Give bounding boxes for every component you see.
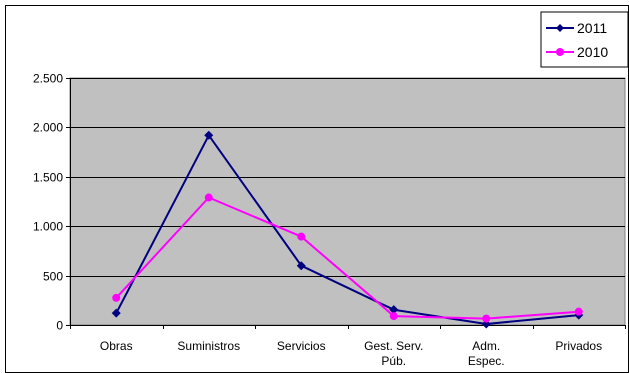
x-tick-label: Adm. Espec. xyxy=(468,339,505,368)
plot-area xyxy=(69,77,626,326)
x-tick-label-line: Adm. xyxy=(472,339,500,353)
data-point-2011 xyxy=(296,261,306,271)
y-tick-label: 2.500 xyxy=(33,72,63,86)
x-tick-label: Gest. Serv. Púb. xyxy=(364,339,423,368)
x-tick-label-line: Suministros xyxy=(177,339,240,353)
legend-marker-2011 xyxy=(556,24,564,32)
series xyxy=(111,130,584,329)
y-tick-label: 1.000 xyxy=(33,220,63,234)
axes xyxy=(66,78,626,329)
legend-label-2011: 2011 xyxy=(577,20,607,36)
y-tick-label: 500 xyxy=(43,270,63,284)
y-tick-label: 2.000 xyxy=(33,121,63,135)
x-tick-label: Servicios xyxy=(277,339,326,353)
data-point-2010 xyxy=(574,307,583,316)
y-tick-label: 1.500 xyxy=(33,171,63,185)
y-tick-label: 0 xyxy=(56,319,63,333)
x-tick-label: Suministros xyxy=(177,339,240,353)
y-axis-tick-labels: 0 500 1.000 1.500 2.000 2.500 xyxy=(33,72,63,333)
series-line-2011 xyxy=(115,134,579,325)
legend-box xyxy=(540,11,629,68)
data-point-2011 xyxy=(204,130,214,140)
legend-label-2010: 2010 xyxy=(577,44,608,60)
data-point-2010 xyxy=(389,312,398,321)
data-point-2010 xyxy=(297,232,306,241)
x-tick-label-line: Espec. xyxy=(468,354,505,368)
x-axis-tick-labels: Obras Suministros Servicios Gest. Serv. Púb.… xyxy=(100,339,602,368)
data-point-2010 xyxy=(204,193,213,202)
x-tick-label: Obras xyxy=(100,339,133,353)
data-point-2011 xyxy=(389,305,399,315)
x-tick-label-line: Privados xyxy=(555,339,602,353)
legend-marker-2010 xyxy=(556,48,564,56)
x-tick-label-line: Obras xyxy=(100,339,133,353)
gridlines xyxy=(70,78,625,277)
x-tick-label-line: Gest. Serv. xyxy=(364,339,423,353)
x-tick-label-line: Servicios xyxy=(277,339,326,353)
x-tick-label-line: Púb. xyxy=(381,354,406,368)
data-point-2010 xyxy=(112,293,121,302)
x-tick-label: Privados xyxy=(555,339,602,353)
legend: 2011 2010 xyxy=(540,11,629,68)
data-point-2010 xyxy=(482,314,491,323)
data-point-2011 xyxy=(111,308,121,318)
series-2010 xyxy=(112,193,583,323)
series-line-2010 xyxy=(115,196,579,320)
